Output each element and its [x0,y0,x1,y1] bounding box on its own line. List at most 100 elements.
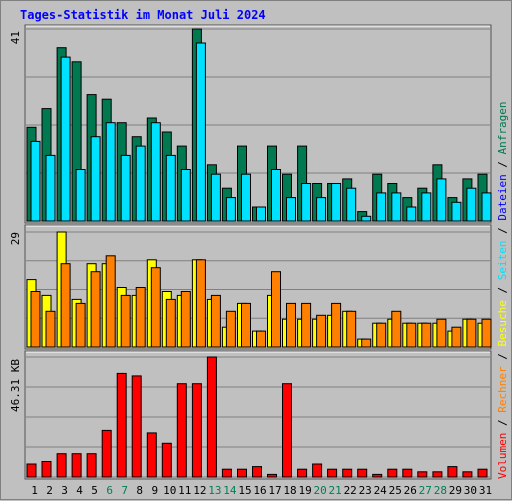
bar-besuche-28 [436,318,447,348]
bar-dateien-8 [135,145,146,222]
bar-dateien-1 [30,140,41,222]
bar-besuche-7 [120,294,131,348]
x-tick-label-8: 8 [136,484,143,497]
bar-dateien-22 [346,187,357,222]
legend: Volumen / Rechner / Besuche / Seiten / D… [496,101,509,479]
bar-besuche-16 [256,330,266,348]
bar-dateien-25 [391,192,402,222]
bar-dateien-4 [75,169,86,222]
bar-besuche-19 [301,302,312,348]
x-tick-label-23: 23 [359,484,372,497]
legend-item-besuche: Besuche [496,300,509,346]
bar-besuche-8 [135,287,146,348]
bar-volumen-9 [146,432,157,478]
bar-besuche-6 [105,255,116,348]
bar-dateien-29 [451,201,462,222]
bar-volumen-11 [176,383,187,478]
x-tick-label-9: 9 [151,484,158,497]
bar-dateien-3 [60,56,71,222]
bar-volumen-2 [41,461,52,478]
legend-item-volumen: Volumen [496,433,509,479]
bar-besuche-24 [376,322,387,348]
bar-volumen-31 [477,468,488,478]
x-tick-label-28: 28 [434,484,447,497]
x-tick-label-11: 11 [178,484,191,497]
bar-dateien-10 [165,154,176,222]
legend-item-rechner: Rechner [496,366,509,413]
x-tick-label-1: 1 [31,484,38,497]
legend-item-dateien: Dateien [496,174,509,220]
bar-dateien-26 [406,206,417,222]
bar-volumen-30 [462,471,473,478]
bar-volumen-7 [116,372,127,478]
bar-volumen-4 [71,453,82,478]
bar-besuche-9 [150,267,161,348]
bar-dateien-27 [421,192,432,222]
bar-volumen-8 [131,375,142,478]
bar-volumen-5 [86,453,97,478]
legend-item-anfragen: Anfragen [496,101,509,154]
bar-dateien-30 [466,187,477,222]
bar-besuche-27 [421,322,432,348]
bar-besuche-23 [361,338,372,348]
bar-besuche-2 [45,310,56,348]
x-tick-label-24: 24 [374,484,388,497]
bar-besuche-1 [30,291,41,348]
bar-dateien-5 [90,136,101,222]
bar-besuche-21 [331,302,342,348]
x-tick-label-21: 21 [328,484,341,497]
bar-besuche-5 [90,271,101,348]
x-tick-label-14: 14 [223,484,237,497]
bar-volumen-15 [237,468,247,478]
x-tick-label-2: 2 [46,484,53,497]
x-tick-label-18: 18 [283,484,296,497]
x-tick-label-5: 5 [91,484,98,497]
x-tick-label-15: 15 [238,484,251,497]
legend-item-seiten: Seiten [496,241,509,281]
bar-volumen-20 [312,463,323,478]
bar-dateien-15 [241,173,251,222]
bar-dateien-9 [150,122,161,222]
bar-besuche-12 [195,259,206,348]
bar-volumen-17 [267,473,277,478]
bar-volumen-13 [206,356,217,478]
bar-dateien-31 [481,192,492,222]
bar-volumen-3 [56,453,67,478]
bar-volumen-14 [221,468,232,478]
x-tick-label-27: 27 [419,484,432,497]
bar-besuche-10 [165,298,176,348]
bar-volumen-23 [357,468,368,478]
legend-separator: / [496,154,509,174]
legend-separator: / [496,413,509,433]
bar-besuche-3 [60,263,71,348]
bar-volumen-18 [282,383,292,478]
bar-volumen-22 [342,468,353,478]
x-tick-label-19: 19 [298,484,311,497]
bar-besuche-15 [241,302,251,348]
bar-besuche-13 [210,294,221,348]
bar-besuche-29 [451,326,462,348]
x-tick-label-4: 4 [76,484,83,497]
bar-besuche-17 [271,271,281,348]
bar-dateien-14 [225,197,236,222]
bar-besuche-22 [346,310,357,348]
bar-dateien-2 [45,154,56,222]
bar-dateien-18 [286,197,296,222]
bar-dateien-21 [331,183,342,222]
x-tick-label-31: 31 [479,484,492,497]
bar-besuche-31 [481,318,492,348]
bar-volumen-1 [26,463,37,478]
x-tick-label-25: 25 [389,484,402,497]
axis-label-bottom: 46.31 KB [9,359,22,412]
chart-title: Tages-Statistik im Monat Juli 2024 [20,8,266,22]
bar-volumen-24 [372,473,383,478]
axis-label-top: 41 [9,31,22,44]
bar-besuche-25 [391,310,402,348]
bar-volumen-27 [417,471,428,478]
bar-dateien-7 [120,154,131,222]
bar-dateien-19 [301,183,312,222]
bar-dateien-20 [316,197,327,222]
x-tick-label-12: 12 [193,484,206,497]
bar-besuche-26 [406,322,417,348]
